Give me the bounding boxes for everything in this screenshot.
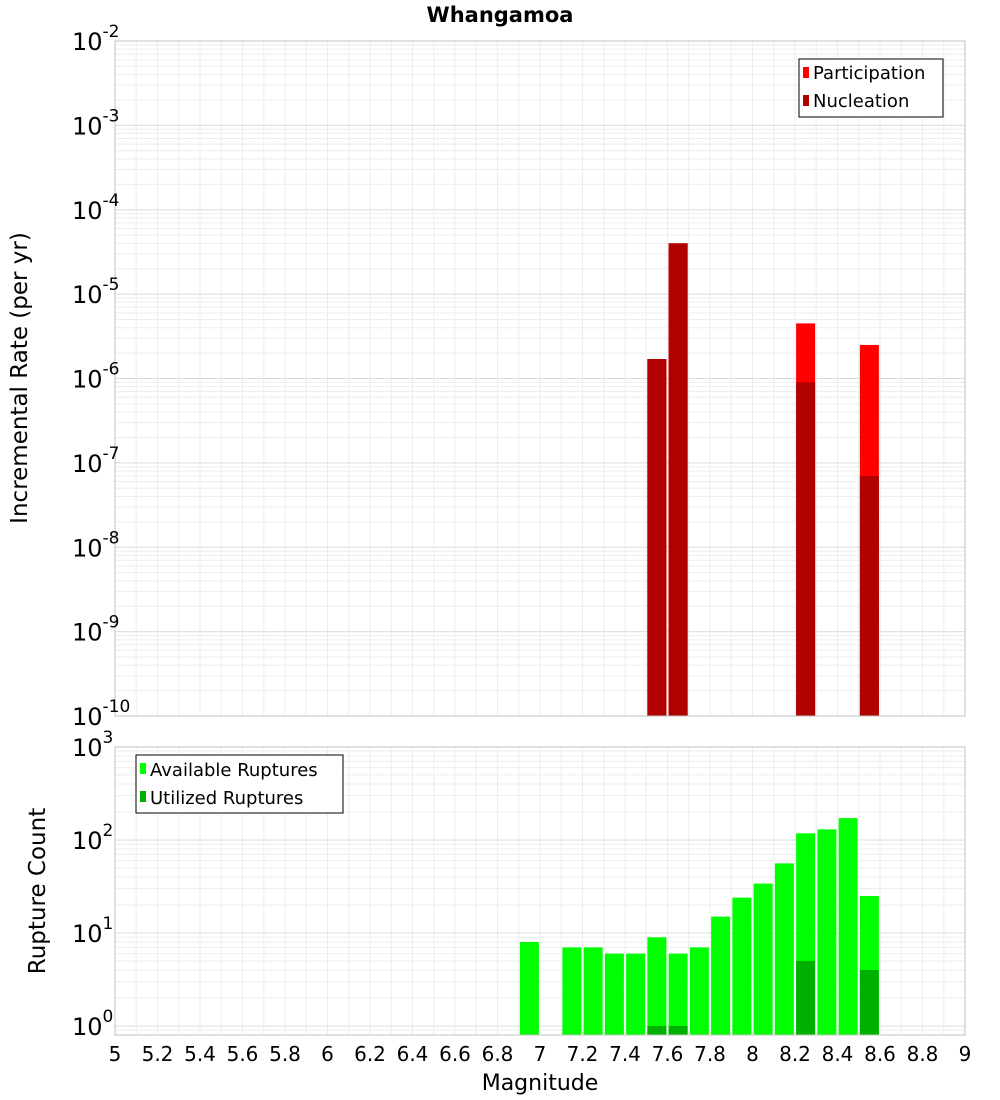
count-y-axis-label: Rupture Count	[25, 808, 51, 974]
utilized-ruptures-bar	[859, 969, 879, 1035]
y-tick-label: 10-8	[72, 528, 120, 562]
rate-legend: Participation Nucleation	[798, 58, 944, 118]
available-ruptures-bar	[562, 947, 582, 1035]
available-ruptures-bar	[732, 897, 752, 1035]
x-tick-label: 6.8	[482, 1042, 514, 1066]
count-y-ticks: 100 101 102 103	[72, 728, 113, 1041]
y-tick-label: 10-9	[72, 613, 120, 647]
available-ruptures-bar	[774, 863, 794, 1035]
x-tick-label: 8.2	[779, 1042, 811, 1066]
x-tick-label: 8.4	[822, 1042, 854, 1066]
x-tick-label: 5.8	[269, 1042, 301, 1066]
x-tick-label: 8	[746, 1042, 759, 1066]
x-tick-label: 9	[959, 1042, 972, 1066]
rate-y-axis-label: Incremental Rate (per yr)	[7, 232, 33, 524]
y-tick-label: 103	[72, 728, 113, 762]
x-tick-label: 6	[321, 1042, 334, 1066]
x-tick-label: 6.4	[397, 1042, 429, 1066]
rate-y-ticks: 10-10 10-9 10-8 10-7 10-6 10-5 10-4 10-3 10-2	[72, 22, 130, 731]
utilized-ruptures-bar	[668, 1025, 688, 1035]
y-tick-label: 10-10	[72, 697, 130, 731]
count-legend: Available Ruptures Utilized Ruptures	[135, 754, 344, 814]
rate-legend-box	[798, 58, 944, 118]
x-tick-label: 5.2	[142, 1042, 174, 1066]
available-ruptures-bar	[626, 953, 646, 1035]
utilized-ruptures-bar	[796, 960, 816, 1035]
y-tick-label: 102	[72, 821, 113, 855]
legend-swatch-available	[140, 763, 146, 774]
y-tick-label: 100	[72, 1007, 113, 1041]
available-ruptures-bar	[604, 953, 624, 1035]
count-plot-frame	[114, 746, 966, 1036]
legend-swatch-participation	[803, 67, 809, 78]
x-tick-label: 7.2	[567, 1042, 599, 1066]
x-tick-label: 8.6	[864, 1042, 896, 1066]
available-ruptures-bar	[647, 937, 667, 1035]
available-ruptures-bar	[519, 942, 539, 1035]
y-tick-label: 101	[72, 914, 113, 948]
available-ruptures-bar	[838, 818, 858, 1035]
nucleation-bar	[668, 243, 688, 717]
y-tick-label: 10-5	[72, 275, 120, 309]
x-axis-ticks: 5 5.2 5.4 5.6 5.8 6 6.2 6.4 6.6 6.8 7 7.2 7.4 7.6 7.8 8…	[109, 1042, 972, 1066]
x-tick-label: 7	[534, 1042, 547, 1066]
y-tick-label: 10-7	[72, 444, 120, 478]
x-axis-label: Magnitude	[482, 1071, 599, 1096]
y-tick-label: 10-4	[72, 191, 120, 225]
available-ruptures-bar	[711, 916, 731, 1035]
count-bars	[519, 818, 879, 1035]
available-ruptures-bar	[753, 883, 773, 1035]
rate-bars	[647, 243, 879, 717]
nucleation-bar	[796, 382, 816, 716]
x-tick-label: 7.6	[652, 1042, 684, 1066]
x-tick-label: 7.4	[609, 1042, 641, 1066]
available-ruptures-bar	[583, 947, 603, 1035]
x-tick-label: 5.4	[184, 1042, 216, 1066]
y-tick-label: 10-6	[72, 360, 120, 394]
legend-label-participation: Participation	[813, 63, 925, 84]
x-tick-label: 7.8	[694, 1042, 726, 1066]
legend-label-utilized: Utilized Ruptures	[150, 788, 303, 809]
utilized-ruptures-bar	[647, 1025, 667, 1035]
count-legend-box	[135, 754, 344, 814]
x-tick-label: 8.8	[907, 1042, 939, 1066]
rate-grid	[115, 41, 965, 716]
legend-label-nucleation: Nucleation	[813, 91, 909, 112]
y-tick-label: 10-3	[72, 106, 120, 140]
x-tick-label: 6.6	[439, 1042, 471, 1066]
rate-panel: 10-10 10-9 10-8 10-7 10-6 10-5 10-4 10-3 10-2 Wh…	[7, 3, 966, 731]
legend-label-available: Available Ruptures	[150, 760, 318, 781]
available-ruptures-bar	[689, 947, 709, 1035]
x-tick-label: 5	[109, 1042, 122, 1066]
x-tick-label: 6.2	[354, 1042, 386, 1066]
rate-plot-frame	[114, 40, 966, 717]
y-tick-label: 10-2	[72, 22, 120, 56]
x-tick-label: 5.6	[227, 1042, 259, 1066]
count-panel: 100 101 102 103 5 5.2 5.4 5.6 5.8 6 6.2 6.4 6.6 6.8 7…	[25, 728, 971, 1096]
legend-swatch-utilized	[140, 791, 146, 802]
legend-swatch-nucleation	[803, 95, 809, 106]
available-ruptures-bar	[668, 953, 688, 1035]
chart-title: Whangamoa	[427, 3, 574, 27]
available-ruptures-bar	[817, 829, 837, 1035]
nucleation-bar	[647, 359, 667, 716]
nucleation-bar	[859, 475, 879, 716]
